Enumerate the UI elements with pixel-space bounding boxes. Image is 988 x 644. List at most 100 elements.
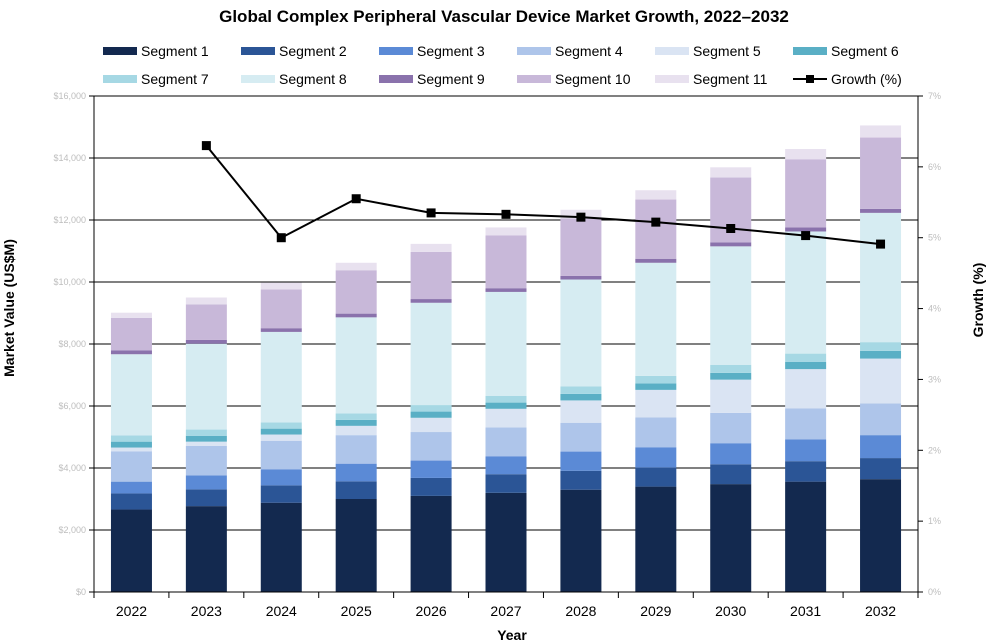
bar-segment-4 [110, 451, 152, 482]
bar-segment-7 [485, 395, 527, 403]
x-tick-label: 2026 [416, 603, 447, 619]
bar-segment-5 [185, 441, 227, 446]
bar-segment-2 [410, 477, 452, 496]
bar-segment-3 [785, 439, 827, 462]
bar-segment-3 [710, 443, 752, 465]
axes [89, 95, 923, 598]
x-tick-label: 2027 [490, 603, 521, 619]
bar-segment-4 [860, 403, 902, 436]
legend-swatch-4 [517, 47, 551, 55]
bar-segment-6 [860, 350, 902, 359]
bar-segment-11 [110, 312, 152, 318]
bar-segment-4 [335, 435, 377, 464]
x-tick-label: 2031 [790, 603, 821, 619]
bar-segment-8 [485, 291, 527, 396]
bar-segment-6 [335, 419, 377, 426]
bar-segment-8 [860, 212, 902, 343]
x-tick-label: 2032 [865, 603, 896, 619]
x-tick-label: 2022 [116, 603, 147, 619]
bar-segment-4 [785, 408, 827, 440]
bar-segment-10 [410, 251, 452, 300]
legend-marker [806, 75, 814, 83]
bar-segment-9 [635, 258, 677, 263]
bar-segment-9 [860, 208, 902, 213]
legend-item: Segment 8 [241, 71, 347, 87]
bar-segment-11 [335, 262, 377, 271]
bar-segment-11 [410, 243, 452, 252]
bar-segment-1 [635, 486, 677, 592]
bar-segment-7 [410, 405, 452, 412]
bar-segment-4 [260, 440, 302, 470]
bar-segment-2 [335, 481, 377, 499]
bar-segment-5 [110, 447, 152, 452]
bar-segment-1 [110, 509, 152, 592]
growth-line [205, 144, 881, 246]
bar-segment-3 [185, 475, 227, 490]
bar-segment-2 [485, 474, 527, 493]
bar-segment-5 [860, 358, 902, 404]
y-tick-label: $2,000 [58, 525, 86, 535]
growth-marker [501, 209, 511, 219]
bar-segment-9 [785, 227, 827, 232]
legend-label: Segment 11 [693, 71, 768, 87]
bar-segment-11 [710, 167, 752, 178]
bar-segment-9 [710, 242, 752, 247]
legend-swatch-3 [379, 47, 413, 55]
bar-segment-8 [635, 262, 677, 376]
legend-item: Segment 9 [379, 71, 485, 87]
legend-label: Segment 3 [417, 43, 485, 59]
bar-segment-9 [410, 299, 452, 303]
bar-segment-8 [710, 246, 752, 365]
growth-marker [801, 231, 811, 241]
x-tick-label: 2024 [266, 603, 297, 619]
legend-swatch-11 [655, 75, 689, 83]
bar-segment-9 [485, 288, 527, 292]
y2-tick-label: 4% [928, 304, 941, 314]
bar-segment-9 [185, 339, 227, 344]
growth-marker [651, 217, 661, 227]
bar-segment-8 [260, 331, 302, 423]
bar-segment-8 [560, 279, 602, 387]
bar-segment-1 [785, 481, 827, 592]
bar-segment-1 [410, 495, 452, 592]
growth-marker [351, 194, 361, 204]
bar-segment-7 [260, 422, 302, 429]
bar-segment-4 [410, 432, 452, 461]
growth-line-layer [201, 141, 886, 249]
y-tick-label: $14,000 [53, 153, 86, 163]
x-tick-label: 2028 [565, 603, 596, 619]
legend-label: Segment 5 [693, 43, 761, 59]
bar-segment-10 [560, 218, 602, 276]
y2-tick-label: 0% [928, 587, 941, 597]
legend-item: Segment 5 [655, 43, 761, 59]
bar-segment-3 [860, 435, 902, 459]
bar-segment-2 [260, 485, 302, 503]
bar-segment-9 [260, 328, 302, 332]
bar-segment-6 [110, 441, 152, 448]
bar-segment-8 [785, 231, 827, 354]
bar-segment-6 [785, 361, 827, 370]
bar-segment-10 [485, 235, 527, 289]
legend-label: Segment 4 [555, 43, 623, 59]
bar-segment-5 [635, 389, 677, 418]
bar-segment-3 [635, 447, 677, 468]
legend-item: Growth (%) [793, 71, 902, 87]
bar-segment-5 [485, 408, 527, 428]
legend: Segment 1 Segment 2 Segment 3 Segment 4 Segm… [103, 43, 902, 87]
bar-segment-3 [485, 456, 527, 475]
legend-item: Segment 4 [517, 43, 623, 59]
x-tick-label: 2023 [191, 603, 222, 619]
bar-segment-4 [710, 412, 752, 444]
bar-segment-7 [110, 435, 152, 442]
y-axis-ticks: $0 $2,000 $4,000 $6,000 $8,000 $10,000 $12,000… [53, 91, 86, 597]
bar-segment-7 [860, 342, 902, 351]
bar-segment-2 [185, 489, 227, 507]
growth-marker [876, 239, 886, 249]
legend-label: Segment 9 [417, 71, 485, 87]
x-axis-title: Year [497, 627, 527, 643]
bar-segment-2 [785, 461, 827, 482]
legend-swatch-7 [103, 75, 137, 83]
bar-segment-10 [785, 159, 827, 228]
bar-segment-4 [635, 417, 677, 448]
